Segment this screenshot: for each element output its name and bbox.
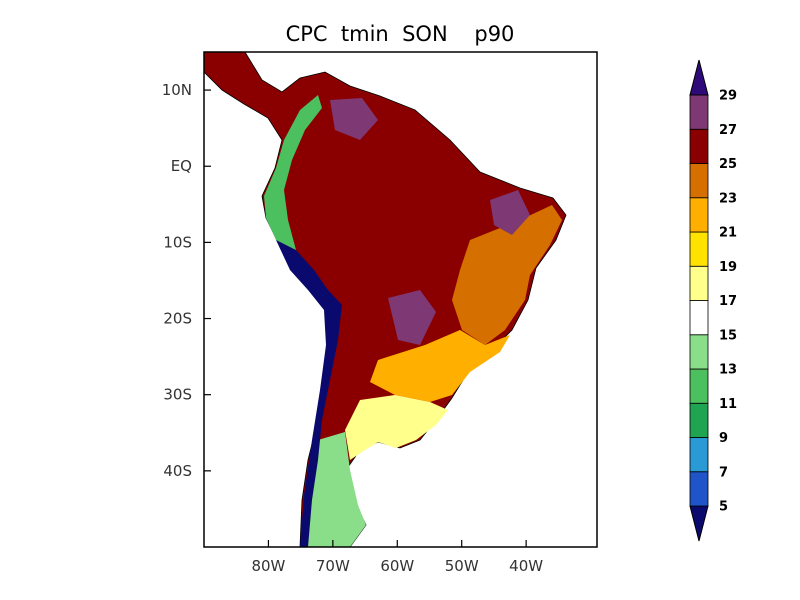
colorbar-segment xyxy=(689,94,709,130)
y-tick-label: 10N xyxy=(162,81,192,99)
y-tick-label: 30S xyxy=(163,386,192,404)
colorbar-tick-label: 7 xyxy=(719,465,728,480)
colorbar-tick-label: 25 xyxy=(719,157,737,172)
x-axis: 80W 70W 60W 50W 40W xyxy=(251,540,543,575)
x-tick-label: 70W xyxy=(316,557,350,575)
colorbar: 5 7 9 11 13 15 17 19 21 23 25 27 29 xyxy=(689,59,737,542)
chart-title: CPC tmin SON p90 xyxy=(286,22,515,46)
colorbar-tick-label: 21 xyxy=(719,226,737,241)
region-purple-central xyxy=(388,290,436,345)
colorbar-under-triangle xyxy=(689,505,709,542)
colorbar-segment xyxy=(689,471,709,507)
colorbar-segment xyxy=(689,300,709,336)
region-brazilian-highlands xyxy=(452,205,562,345)
region-southern-brazil xyxy=(370,330,510,402)
map-layer xyxy=(204,52,567,547)
region-purple-east xyxy=(490,190,530,235)
x-tick-label: 40W xyxy=(509,557,543,575)
region-pampas xyxy=(345,395,448,460)
x-tick-label: 60W xyxy=(380,557,414,575)
y-tick-label: EQ xyxy=(171,157,192,175)
colorbar-segment xyxy=(689,163,709,199)
region-andes xyxy=(276,240,342,547)
region-andes-north xyxy=(264,95,322,250)
colorbar-tick-label: 11 xyxy=(719,397,737,412)
colorbar-segment xyxy=(689,197,709,233)
colorbar-tick-label: 17 xyxy=(719,294,737,309)
x-tick-label: 50W xyxy=(445,557,479,575)
y-tick-label: 10S xyxy=(163,233,192,251)
colorbar-segment xyxy=(689,368,709,404)
colorbar-tick-label: 13 xyxy=(719,363,737,378)
colorbar-segment xyxy=(689,128,709,164)
colorbar-tick-label: 15 xyxy=(719,328,737,343)
colorbar-tick-label: 29 xyxy=(719,89,737,104)
y-tick-label: 40S xyxy=(163,462,192,480)
colorbar-segment xyxy=(689,265,709,301)
y-axis: 10N EQ 10S 20S 30S 40S xyxy=(162,81,211,480)
colorbar-tick-label: 27 xyxy=(719,123,737,138)
colorbar-segment xyxy=(689,402,709,438)
x-tick-label: 80W xyxy=(251,557,285,575)
colorbar-segment xyxy=(689,334,709,370)
region-patagonia xyxy=(306,432,366,547)
colorbar-tick-label: 19 xyxy=(719,260,737,275)
colorbar-tick-label: 5 xyxy=(719,500,728,515)
colorbar-tick-label: 9 xyxy=(719,431,728,446)
region-purple-north xyxy=(330,98,378,140)
colorbar-segment xyxy=(689,437,709,473)
colorbar-segment xyxy=(689,231,709,267)
y-tick-label: 20S xyxy=(163,310,192,328)
colorbar-tick-label: 23 xyxy=(719,191,737,206)
colorbar-over-triangle xyxy=(689,59,709,96)
plot-frame xyxy=(203,51,598,548)
